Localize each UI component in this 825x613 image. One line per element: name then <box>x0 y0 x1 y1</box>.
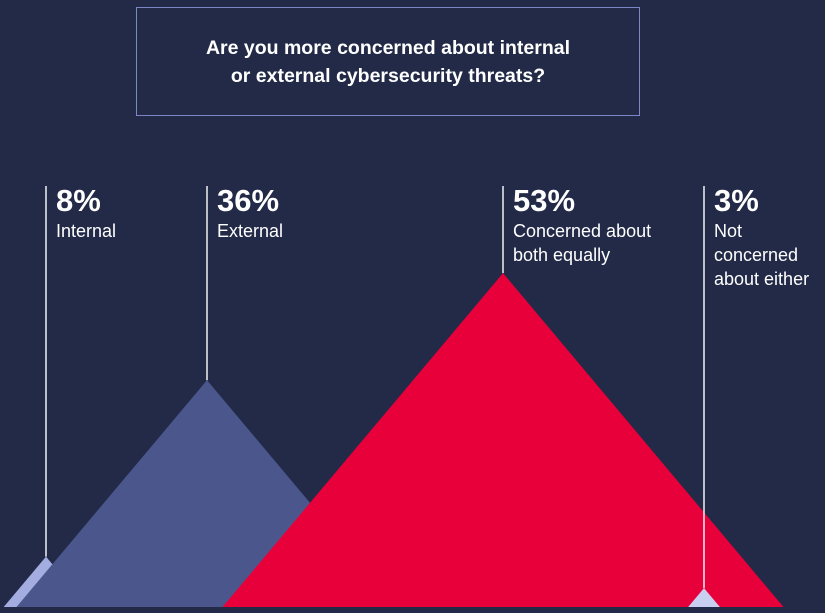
category-label-2-1: both equally <box>513 245 610 265</box>
value-label-2: 53% <box>513 183 575 218</box>
category-label-2-0: Concerned about <box>513 221 651 241</box>
category-label-3-0: Not <box>714 221 742 241</box>
category-label-0-0: Internal <box>56 221 116 241</box>
value-label-0: 8% <box>56 183 101 218</box>
value-label-3: 3% <box>714 183 759 218</box>
chart-title-box: Are you more concerned about internal or… <box>136 7 640 116</box>
triangle-mark-2 <box>222 273 784 607</box>
category-label-3-1: concerned <box>714 245 798 265</box>
chart-title-line-2: or external cybersecurity threats? <box>230 64 546 87</box>
triangle-mark-3 <box>688 588 720 607</box>
value-label-1: 36% <box>217 183 279 218</box>
category-label-3-2: about either <box>714 269 809 289</box>
category-label-1-0: External <box>217 221 283 241</box>
chart-title-line-1: Are you more concerned about internal <box>205 36 571 59</box>
